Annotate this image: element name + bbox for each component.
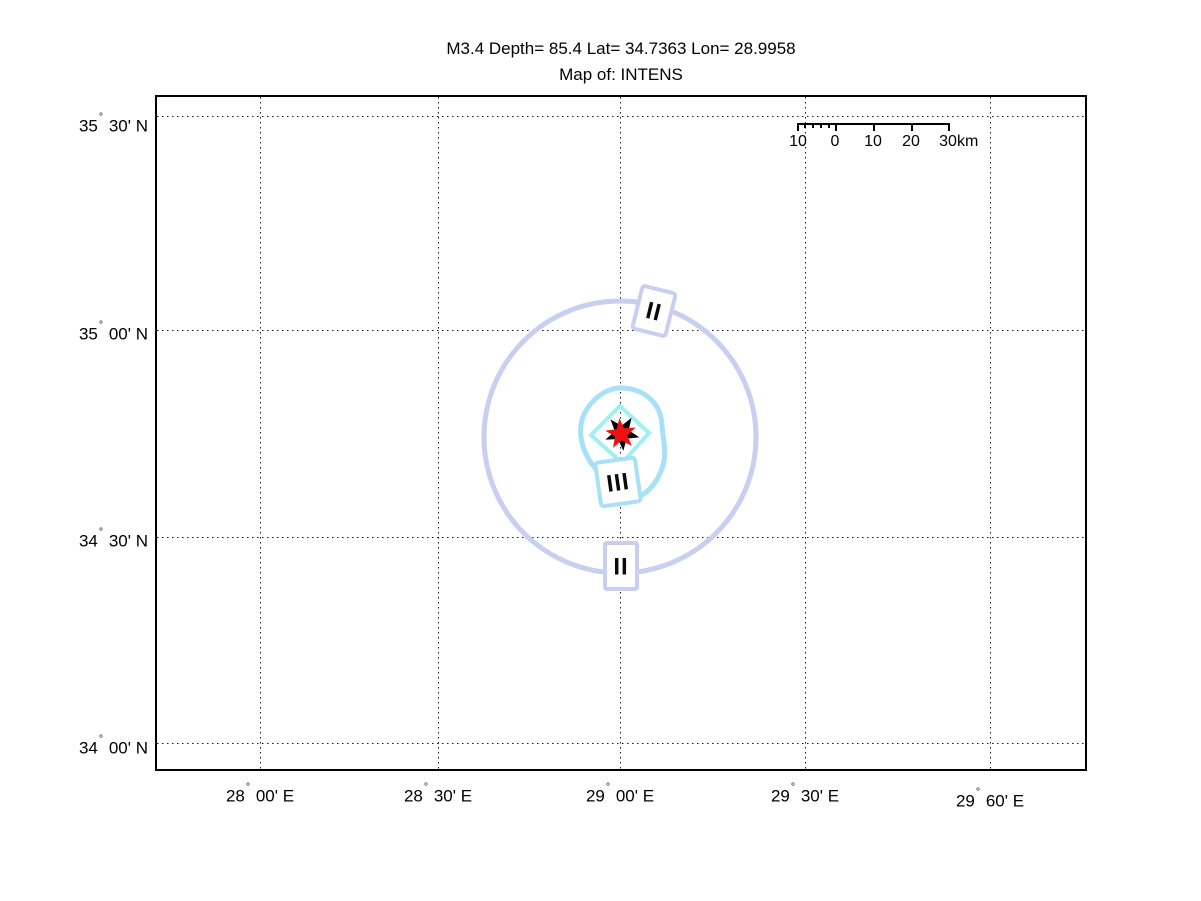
intensity-label-frame xyxy=(603,541,639,591)
x-tick-29-60-e: 29° 60' E xyxy=(955,785,1025,811)
intensity-label-box-south: II xyxy=(603,541,639,591)
scale-bar-tick xyxy=(797,123,799,131)
scale-label-10-left: 10 xyxy=(789,133,807,150)
intensity-label-frame xyxy=(630,284,678,338)
intensity-label-inner: III xyxy=(605,468,632,498)
gridline-lon-28-00 xyxy=(260,97,262,769)
scale-bar-minor-tick xyxy=(804,123,806,128)
scale-bar-minor-tick xyxy=(828,123,830,128)
y-tick-34-00-n: 34° 00' N xyxy=(78,732,148,758)
y-tick-35-30-n: 35° 30' N xyxy=(78,110,148,136)
scale-bar-tick xyxy=(948,123,950,131)
degree-symbol: ° xyxy=(98,525,104,538)
scale-label-0: 0 xyxy=(830,133,840,150)
plot-area: 10 0 10 20 30 km II xyxy=(155,95,1087,771)
x-tick-29-00-e: 29° 00' E xyxy=(585,780,655,806)
degree-symbol: ° xyxy=(245,780,251,793)
degree-symbol: ° xyxy=(423,780,429,793)
scale-bar-tick xyxy=(911,123,913,131)
y-tick-35-00-n: 35° 00' N xyxy=(78,318,148,344)
intensity-label-north: II xyxy=(643,297,664,327)
scale-bar-minor-tick xyxy=(812,123,814,128)
degree-symbol: ° xyxy=(98,318,104,331)
degree-symbol: ° xyxy=(790,780,796,793)
intensity-label-frame xyxy=(593,455,643,509)
scale-label-20: 20 xyxy=(902,133,920,150)
gridline-lon-29-60 xyxy=(990,97,992,769)
degree-symbol: ° xyxy=(975,785,981,798)
figure-title: M3.4 Depth= 85.4 Lat= 34.7363 Lon= 28.99… xyxy=(155,36,1087,88)
scale-bar-minor-tick xyxy=(820,123,822,128)
intensity-label-box-inner: III xyxy=(593,455,643,509)
scale-bar-tick xyxy=(873,123,875,131)
gridline-lon-28-30 xyxy=(438,97,440,769)
gridline-lon-29-30 xyxy=(805,97,807,769)
title-line-2: Map of: INTENS xyxy=(559,65,683,84)
scale-bar-tick xyxy=(835,123,837,131)
scale-label-10: 10 xyxy=(864,133,882,150)
y-tick-34-30-n: 34° 30' N xyxy=(78,525,148,551)
degree-symbol: ° xyxy=(98,732,104,745)
title-line-1: M3.4 Depth= 85.4 Lat= 34.7363 Lon= 28.99… xyxy=(446,39,796,58)
degree-symbol: ° xyxy=(605,780,611,793)
epicenter-red-star xyxy=(605,418,636,448)
degree-symbol: ° xyxy=(98,110,104,123)
scale-unit-km: km xyxy=(957,133,979,150)
x-tick-28-30-e: 28° 30' E xyxy=(403,780,473,806)
x-tick-29-30-e: 29° 30' E xyxy=(770,780,840,806)
intensity-label-south: II xyxy=(613,554,628,581)
scale-label-30: 30 xyxy=(939,133,957,150)
contour-overlay: II III II xyxy=(481,284,759,591)
intensity-label-box-north: II xyxy=(630,284,678,338)
x-tick-28-00-e: 28° 00' E xyxy=(225,780,295,806)
